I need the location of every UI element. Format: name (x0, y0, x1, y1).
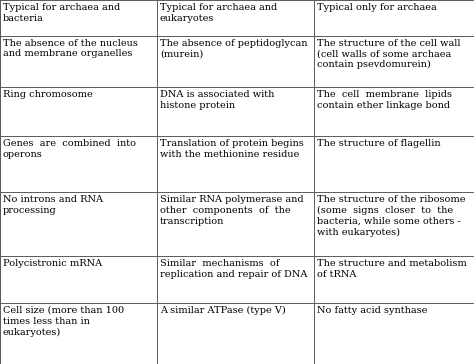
Text: The absence of the nucleus
and membrane organelles: The absence of the nucleus and membrane … (3, 39, 138, 58)
Text: Cell size (more than 100
times less than in
eukaryotes): Cell size (more than 100 times less than… (3, 306, 124, 337)
Text: Typical for archaea and
eukaryotes: Typical for archaea and eukaryotes (160, 3, 277, 23)
Text: No fatty acid synthase: No fatty acid synthase (317, 306, 428, 315)
Text: The structure of flagellin: The structure of flagellin (317, 139, 441, 148)
Text: The structure of the cell wall
(cell walls of some archaea
contain psevdomurein): The structure of the cell wall (cell wal… (317, 39, 461, 69)
Text: Similar  mechanisms  of
replication and repair of DNA: Similar mechanisms of replication and re… (160, 259, 307, 279)
Text: Typical for archaea and
bacteria: Typical for archaea and bacteria (3, 3, 120, 23)
Text: No introns and RNA
processing: No introns and RNA processing (3, 195, 103, 215)
Text: The structure and metabolism
of tRNA: The structure and metabolism of tRNA (317, 259, 467, 279)
Text: Typical only for archaea: Typical only for archaea (317, 3, 437, 12)
Text: Ring chromosome: Ring chromosome (3, 90, 93, 99)
Text: The structure of the ribosome
(some  signs  closer  to  the
bacteria, while some: The structure of the ribosome (some sign… (317, 195, 465, 237)
Text: Similar RNA polymerase and
other  components  of  the
transcription: Similar RNA polymerase and other compone… (160, 195, 304, 226)
Text: DNA is associated with
histone protein: DNA is associated with histone protein (160, 90, 274, 110)
Text: The absence of peptidoglycan
(murein): The absence of peptidoglycan (murein) (160, 39, 308, 58)
Text: Polycistronic mRNA: Polycistronic mRNA (3, 259, 102, 268)
Text: Genes  are  combined  into
operons: Genes are combined into operons (3, 139, 136, 159)
Text: The  cell  membrane  lipids
contain ether linkage bond: The cell membrane lipids contain ether l… (317, 90, 452, 110)
Text: A similar ATPase (type V): A similar ATPase (type V) (160, 306, 286, 315)
Text: Translation of protein begins
with the methionine residue: Translation of protein begins with the m… (160, 139, 304, 159)
